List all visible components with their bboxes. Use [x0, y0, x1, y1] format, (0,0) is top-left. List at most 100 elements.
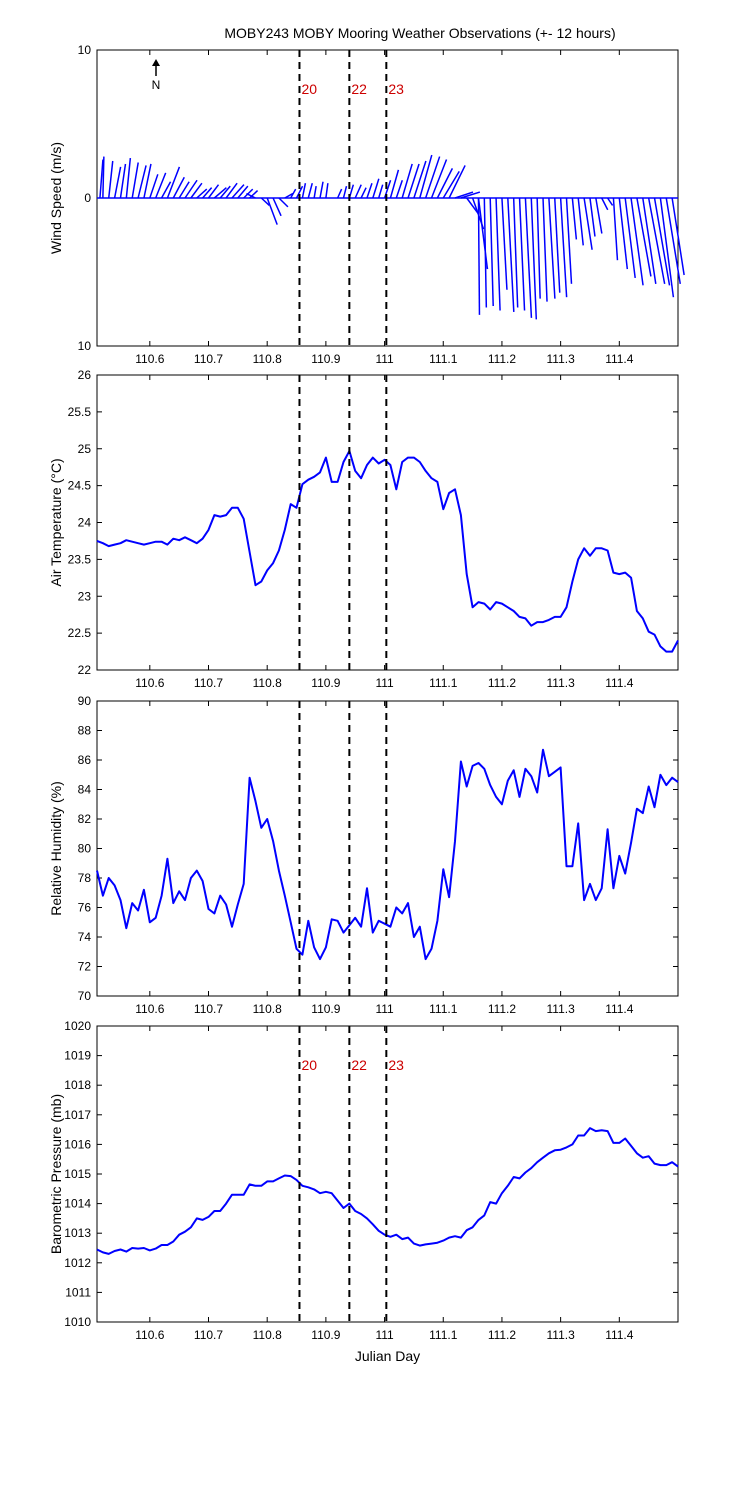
x-tick-label: 110.7 [194, 352, 223, 366]
air-temperature-panel: 110.6 110.7 110.8 110.9 111 111.1 111.2 111.3 11… [48, 368, 679, 690]
wind-vector [395, 179, 404, 199]
event-marker-label: 20 [301, 1057, 317, 1073]
wind-vector [219, 185, 231, 199]
wind-vector [606, 197, 614, 206]
y-tick-label: 78 [78, 871, 92, 885]
wind-vector [307, 183, 313, 199]
y-tick-label: 82 [78, 812, 92, 826]
y-tick-label: 86 [78, 753, 92, 767]
x-tick-label: 111.3 [547, 676, 576, 690]
wind-vector [354, 184, 362, 199]
wind-vector [647, 197, 666, 284]
y-tick-label: 80 [78, 842, 92, 856]
wind-vector [554, 197, 561, 293]
x-tick-label: 111.3 [547, 1328, 576, 1342]
x-tick-label: 111.1 [429, 1328, 458, 1342]
wind-vector [401, 163, 413, 199]
wind-vector [448, 165, 466, 199]
wind-vector [372, 178, 380, 199]
wind-vector [460, 191, 481, 199]
x-tick-label: 110.7 [194, 1328, 223, 1342]
data-series-line [96, 748, 679, 961]
wind-vector [624, 197, 636, 279]
wind-vector [377, 184, 384, 199]
y-tick-label: 84 [78, 783, 92, 797]
y-tick-label: 1014 [64, 1197, 91, 1211]
wind-vector [313, 186, 317, 199]
x-tick-label: 111.2 [488, 676, 517, 690]
wind-vector [137, 165, 147, 199]
wind-vector [618, 197, 629, 270]
event-marker-label: 23 [388, 1057, 404, 1073]
wind-vector [612, 197, 619, 261]
x-tick-label: 110.6 [135, 352, 164, 366]
x-tick-label: 111.3 [547, 1002, 576, 1016]
y-tick-label: 25 [78, 442, 92, 456]
y-tick-label: 23.5 [68, 552, 92, 566]
wind-vector [483, 197, 488, 308]
wind-vector [284, 192, 294, 199]
wind-vector [524, 197, 533, 318]
wind-vector [424, 156, 441, 199]
wind-vector [154, 172, 167, 199]
x-tick-label: 110.7 [194, 676, 223, 690]
x-tick-label: 111.2 [488, 1328, 517, 1342]
wind-vector [113, 166, 122, 199]
x-axis-label: Julian Day [355, 1348, 420, 1364]
x-tick-label: 111.1 [429, 1002, 458, 1016]
wind-vector [231, 184, 245, 199]
y-tick-label: 1019 [64, 1049, 91, 1063]
north-arrowhead-icon [152, 59, 160, 66]
wind-vector [530, 197, 538, 320]
y-tick-label: 22 [78, 663, 92, 677]
wind-vector [99, 159, 104, 199]
y-axis-label: Relative Humidity (%) [48, 781, 64, 916]
x-tick-label: 111.1 [429, 676, 458, 690]
wind-vector [184, 179, 198, 199]
wind-vector [260, 197, 270, 206]
y-tick-label: 24.5 [68, 479, 92, 493]
x-tick-label: 110.9 [311, 1328, 340, 1342]
x-tick-label: 110.8 [253, 1328, 282, 1342]
wind-vector [202, 187, 213, 199]
wind-vector [542, 197, 548, 302]
y-tick-label: 1016 [64, 1137, 91, 1151]
wind-vector [495, 197, 501, 311]
wind-vector [207, 184, 220, 199]
x-tick-label: 111 [375, 352, 394, 366]
wind-vector [501, 197, 508, 290]
wind-vector [413, 160, 427, 199]
wind-vector [436, 168, 454, 199]
wind-vector [190, 182, 203, 199]
wind-vector [642, 197, 657, 284]
wind-vector [589, 197, 596, 237]
x-tick-label: 111 [375, 1002, 394, 1016]
x-tick-label: 110.8 [253, 352, 282, 366]
wind-vector [430, 159, 448, 199]
north-indicator: N [152, 59, 161, 92]
wind-vector [565, 197, 573, 284]
x-tick-label: 110.9 [311, 1002, 340, 1016]
wind-vector [342, 185, 348, 199]
x-tick-label: 110.6 [135, 676, 164, 690]
wind-vector [272, 197, 282, 217]
wind-vector [225, 182, 238, 199]
y-tick-label: 25.5 [68, 405, 92, 419]
relative-humidity-panel: 110.6 110.7 110.8 110.9 111 111.1 111.2 111.3 11… [48, 694, 679, 1016]
north-label: N [152, 78, 161, 92]
wind-vector [389, 169, 400, 199]
data-series-line [96, 450, 679, 653]
wind-vector [131, 162, 139, 199]
x-tick-label: 110.9 [311, 352, 340, 366]
wind-vector [407, 163, 420, 199]
x-tick-label: 111.4 [605, 1328, 634, 1342]
y-tick-label: 88 [78, 724, 92, 738]
wind-vector [249, 190, 259, 199]
wind-vector [336, 188, 343, 199]
wind-vector [266, 197, 278, 225]
wind-vector [366, 182, 373, 199]
wind-vector [166, 166, 181, 199]
wind-vector [601, 197, 609, 211]
y-tick-label: 1010 [64, 1315, 91, 1329]
x-tick-label: 110.8 [253, 676, 282, 690]
